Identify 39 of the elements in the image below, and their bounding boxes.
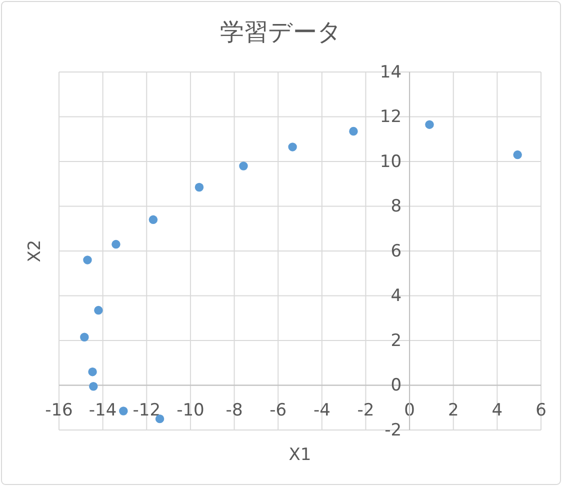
x-tick-label: 2 — [448, 400, 459, 420]
y-tick-label: 4 — [390, 286, 402, 306]
y-tick-label: 14 — [380, 62, 402, 82]
point — [513, 150, 522, 160]
x-tick-label: -10 — [176, 400, 204, 420]
point — [80, 332, 89, 342]
chart-title: 学習データ — [220, 18, 342, 46]
y-tick-label: 6 — [390, 241, 402, 262]
point — [425, 120, 434, 129]
point — [112, 240, 120, 249]
x-tick-label: -14 — [88, 400, 117, 420]
x-tick-label: 6 — [536, 400, 546, 420]
x-axis-title: X1 — [288, 445, 312, 465]
x-tick-label: -2 — [357, 400, 374, 420]
point — [94, 306, 103, 315]
point — [148, 215, 158, 224]
y-tick-label: -2 — [384, 420, 402, 440]
y-axis-title: X2 — [25, 240, 45, 262]
x-tick-label: -8 — [226, 400, 243, 420]
y-tick-label: 2 — [390, 330, 402, 351]
point — [88, 367, 97, 376]
point — [89, 382, 98, 391]
x-tick-label: -12 — [132, 400, 161, 420]
point — [119, 406, 128, 416]
y-tick-label: 8 — [390, 196, 402, 217]
x-tick-label: 4 — [492, 400, 503, 420]
point — [83, 256, 92, 264]
x-tick-label: 0 — [404, 400, 415, 420]
point — [349, 126, 358, 136]
y-tick-label: 0 — [390, 376, 402, 396]
x-tick-label: -16 — [45, 400, 73, 420]
x-tick-label: -4 — [313, 400, 330, 420]
x-tick-label: -6 — [270, 400, 287, 420]
point — [239, 162, 248, 170]
y-tick-label: 12 — [380, 107, 402, 128]
point — [155, 414, 164, 424]
y-tick-label: 10 — [380, 152, 402, 172]
point — [194, 182, 204, 192]
point — [288, 142, 297, 152]
